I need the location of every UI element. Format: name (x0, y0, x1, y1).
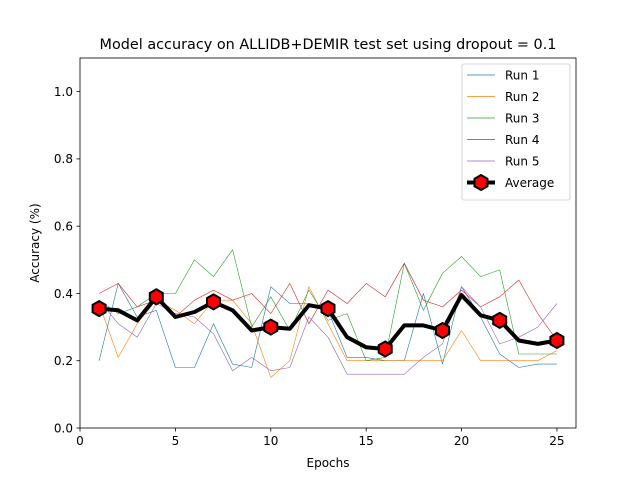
series-line-run-5 (98, 286, 558, 375)
y-tick-label: 0.2 (54, 354, 73, 368)
average-marker (320, 299, 336, 318)
legend-label: Run 2 (505, 90, 539, 104)
y-tick-label: 0.8 (54, 152, 73, 166)
x-tick-label: 0 (76, 434, 84, 448)
average-marker (91, 299, 107, 318)
x-tick-label: 25 (549, 434, 564, 448)
x-tick-label: 5 (172, 434, 180, 448)
legend: Run 1 Run 2 Run 3 Run 4 Run 5 Average (461, 63, 571, 201)
legend-label: Average (505, 176, 554, 190)
x-tick-label: 15 (359, 434, 374, 448)
average-marker (377, 340, 393, 358)
average-marker (549, 331, 565, 350)
average-marker (148, 288, 164, 306)
x-axis-label: Epochs (307, 456, 350, 470)
y-tick-label: 0.0 (54, 421, 73, 435)
x-axis: 0 5 10 15 20 25 (76, 428, 565, 448)
y-tick-label: 1.0 (54, 85, 73, 99)
x-tick-label: 10 (263, 434, 278, 448)
series-line-run-2 (98, 286, 558, 378)
series-line-run-3 (98, 249, 557, 362)
legend-marker (473, 173, 489, 192)
chart-title: Model accuracy on ALLIDB+DEMIR test set … (100, 37, 557, 53)
y-axis-label: Accuracy (%) (28, 203, 42, 282)
average-marker (435, 321, 450, 340)
legend-box (461, 63, 571, 201)
plot-frame (79, 57, 577, 429)
average-marker (492, 311, 508, 330)
average-marker (263, 318, 279, 336)
plot-series (91, 249, 565, 378)
average-marker (206, 293, 221, 311)
legend-label: Run 5 (505, 154, 539, 168)
x-tick-label: 20 (454, 434, 469, 448)
y-tick-label: 0.4 (54, 287, 73, 301)
legend-label: Run 4 (505, 133, 539, 147)
y-tick-label: 0.6 (54, 219, 73, 233)
legend-label: Run 1 (505, 68, 539, 82)
y-axis: 0.0 0.2 0.4 0.6 0.8 1.0 (54, 85, 80, 435)
legend-label: Run 3 (505, 111, 539, 125)
